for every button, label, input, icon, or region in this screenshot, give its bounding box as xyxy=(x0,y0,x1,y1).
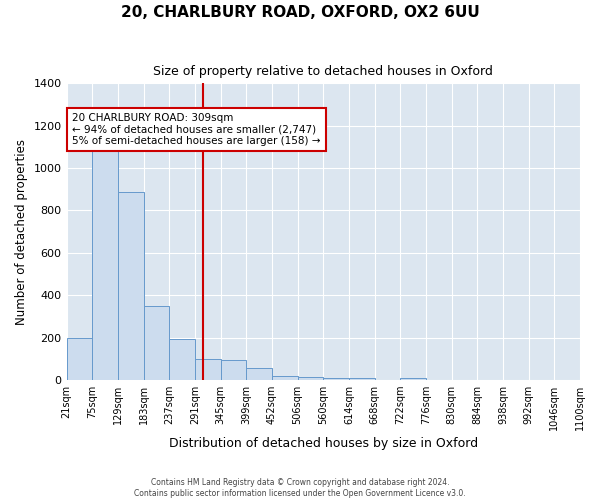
Title: Size of property relative to detached houses in Oxford: Size of property relative to detached ho… xyxy=(154,65,493,78)
Bar xyxy=(118,192,143,380)
Text: 20, CHARLBURY ROAD, OXFORD, OX2 6UU: 20, CHARLBURY ROAD, OXFORD, OX2 6UU xyxy=(121,5,479,20)
Text: 20 CHARLBURY ROAD: 309sqm
← 94% of detached houses are smaller (2,747)
5% of sem: 20 CHARLBURY ROAD: 309sqm ← 94% of detac… xyxy=(72,113,320,146)
Bar xyxy=(67,338,92,380)
Bar xyxy=(143,306,169,380)
Y-axis label: Number of detached properties: Number of detached properties xyxy=(15,138,28,324)
Bar xyxy=(246,368,272,380)
Bar xyxy=(272,376,298,380)
Bar xyxy=(298,377,323,380)
Text: Contains HM Land Registry data © Crown copyright and database right 2024.
Contai: Contains HM Land Registry data © Crown c… xyxy=(134,478,466,498)
X-axis label: Distribution of detached houses by size in Oxford: Distribution of detached houses by size … xyxy=(169,437,478,450)
Bar xyxy=(400,378,426,380)
Bar xyxy=(221,360,246,380)
Bar xyxy=(169,338,195,380)
Bar xyxy=(195,359,221,380)
Bar xyxy=(92,142,118,380)
Bar xyxy=(349,378,374,380)
Bar xyxy=(323,378,349,380)
